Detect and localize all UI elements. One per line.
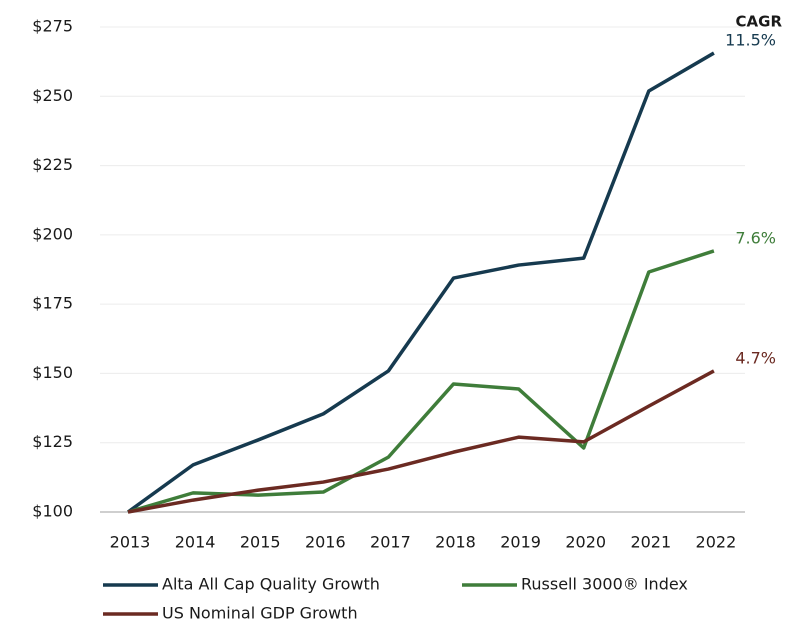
cagr-label: 7.6%	[735, 228, 776, 247]
x-tick-label: 2018	[435, 533, 476, 552]
x-tick-label: 2016	[305, 533, 346, 552]
cagr-title: CAGR	[736, 13, 783, 31]
x-tick-label: 2014	[175, 533, 216, 552]
y-tick-label: $250	[32, 86, 73, 105]
series-line	[126, 51, 715, 514]
x-tick-label: 2015	[240, 533, 281, 552]
y-tick-label: $125	[32, 432, 73, 451]
legend-label: Russell 3000® Index	[521, 575, 688, 594]
y-tick-label: $200	[32, 224, 73, 243]
x-tick-label: 2013	[110, 533, 151, 552]
cagr-label: 4.7%	[735, 348, 776, 367]
legend-label: US Nominal GDP Growth	[162, 604, 358, 623]
y-tick-label: $275	[32, 17, 73, 36]
x-tick-label: 2022	[696, 533, 737, 552]
legend-label: Alta All Cap Quality Growth	[162, 575, 380, 594]
x-tick-label: 2017	[370, 533, 411, 552]
x-tick-label: 2020	[565, 533, 606, 552]
x-tick-label: 2021	[630, 533, 671, 552]
y-tick-label: $100	[32, 502, 73, 521]
x-tick-label: 2019	[500, 533, 541, 552]
y-tick-label: $150	[32, 363, 73, 382]
y-tick-label: $175	[32, 294, 73, 313]
series-line	[127, 249, 715, 514]
series-line	[127, 369, 715, 514]
y-tick-label: $225	[32, 155, 73, 174]
cagr-label: 11.5%	[725, 31, 776, 50]
